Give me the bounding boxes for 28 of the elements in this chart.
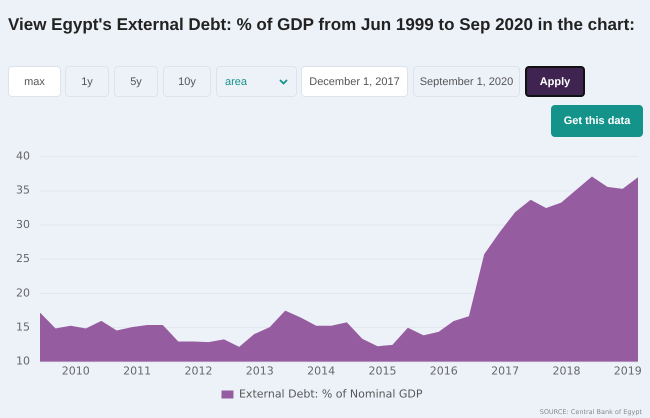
- x-tick-label: 2016: [430, 364, 458, 378]
- y-tick-label: 35: [16, 184, 30, 197]
- y-tick-label: 40: [16, 149, 30, 162]
- x-tick-label: 2012: [184, 364, 212, 378]
- x-tick-label: 2011: [123, 364, 152, 378]
- x-tick-label: 2018: [552, 364, 580, 378]
- x-tick-label: 2017: [491, 364, 520, 378]
- range-button: 5y: [114, 66, 158, 97]
- y-tick-label: 15: [16, 320, 30, 334]
- date-field: December 1, 2017: [301, 66, 408, 97]
- x-tick-label: 2013: [246, 364, 274, 378]
- range-button: max: [8, 66, 61, 97]
- range-button: 10y: [163, 66, 211, 97]
- y-tick-label: 30: [16, 218, 30, 231]
- chart-title: View Egypt's External Debt: % of GDP from Jun 1999 to Sep 2020 in the chart:: [8, 15, 635, 35]
- download-button: Get this data: [551, 105, 643, 137]
- date-field: September 1, 2020: [413, 66, 520, 97]
- legend-label: External Debt: % of Nominal GDP: [238, 387, 423, 400]
- chart-type-select: area: [216, 66, 297, 97]
- y-tick-label: 25: [16, 252, 30, 266]
- apply-button: Apply: [525, 66, 585, 97]
- x-tick-label: 2010: [62, 364, 90, 378]
- range-button: 1y: [65, 66, 109, 97]
- x-tick-label: 2014: [307, 364, 336, 378]
- y-tick-label: 20: [16, 286, 30, 300]
- x-tick-label: 2015: [368, 364, 396, 378]
- y-tick-label: 10: [16, 354, 30, 368]
- x-tick-label: 2019: [614, 364, 642, 378]
